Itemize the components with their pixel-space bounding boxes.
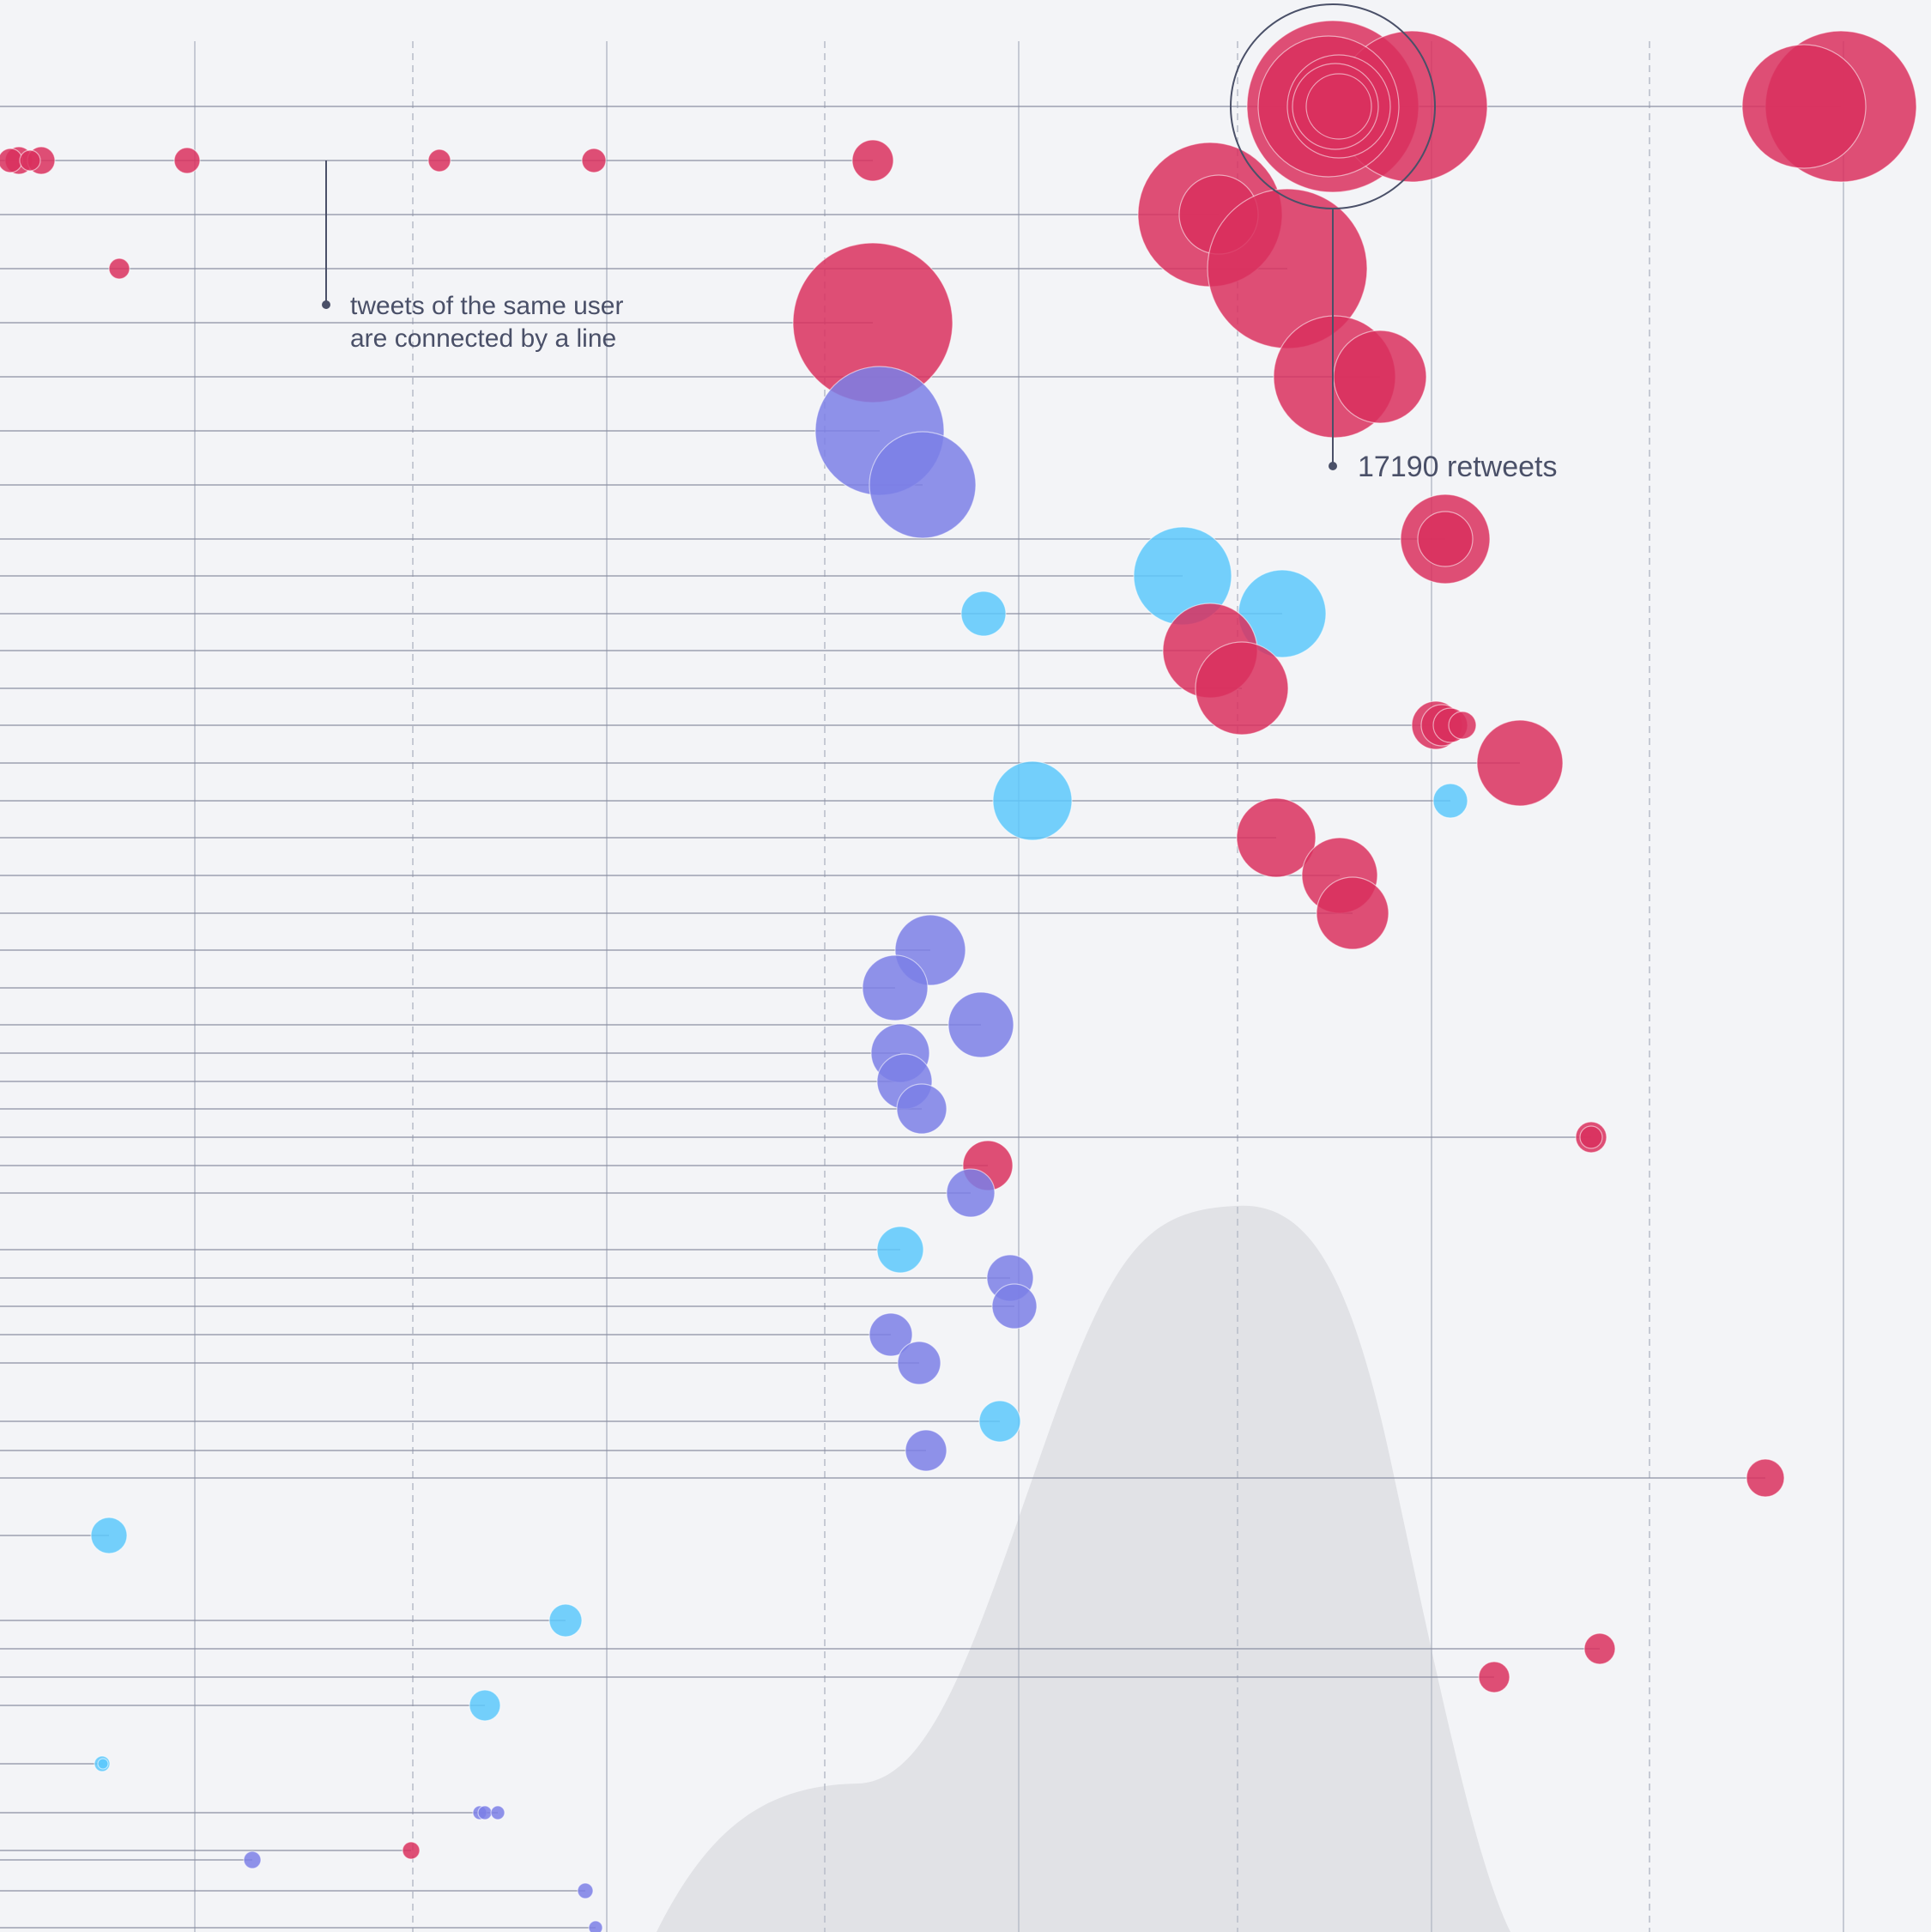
tweet-bubble [1741,44,1867,169]
tweet-bubble [243,1850,262,1869]
tweet-bubble [897,1341,941,1385]
same-user-annotation-dot [322,300,330,309]
tweet-bubble [1746,1458,1785,1498]
tweet-bubble [90,1517,128,1554]
tweet-bubble [1432,783,1468,819]
tweet-bubble [1579,1125,1603,1149]
tweet-bubble [402,1841,421,1860]
tweet-bubble [1583,1632,1616,1665]
tweet-bubble [469,1689,501,1722]
tweet-bubble [869,431,977,539]
tweet-bubble [1478,1661,1510,1693]
tweet-bubble [97,1758,109,1770]
tweet-bubble [946,1168,996,1218]
highlight-annotation: 17190 retweets [1230,3,1558,483]
tweet-bubble [577,1882,594,1899]
tweet-bubble [477,1805,493,1820]
tweet-bubble [19,149,41,172]
highlight-label: 17190 retweets [1358,451,1558,483]
tweet-bubble [851,139,894,182]
tweet-bubble [992,760,1073,841]
tweet-bubble [1316,876,1389,950]
tweet-bubble [490,1805,505,1820]
tweet-bubble [427,148,451,173]
tweet-bubble [947,991,1014,1058]
tweet-bubbles [0,20,1917,1932]
highlight-dot [1329,462,1337,470]
density-area [657,1205,1510,1932]
tweet-bubble [960,591,1007,637]
tweet-bubble [548,1603,583,1638]
tweet-bubble [173,147,201,174]
tweet-bubble [1305,73,1372,140]
tweet-bubble [1417,511,1474,567]
tweet-bubble [991,1283,1038,1329]
tweet-bubble [1476,719,1564,807]
same-user-annotation: tweets of the same user are connected by… [322,160,624,353]
tweet-bubble [108,257,130,280]
tweet-bubble [876,1226,924,1274]
same-user-annotation-text-line2: are connected by a line [350,324,616,353]
tweet-bubble [905,1429,947,1472]
tweet-bubble [862,954,929,1021]
tweet-bubble [0,148,23,173]
tweet-bubble [1333,330,1427,424]
tweet-bubble [588,1920,603,1932]
tweet-bubble [1448,711,1477,740]
tweet-bubble [1195,641,1289,736]
tweet-bubble [978,1400,1021,1443]
tweet-bubble [581,148,607,173]
tweet-bubble [896,1083,947,1135]
tweet-bubble [1236,797,1317,878]
tweet-bubble [869,1312,913,1357]
vertical-gridlines [194,41,1844,1932]
same-user-annotation-text-line1: tweets of the same user [350,292,624,320]
